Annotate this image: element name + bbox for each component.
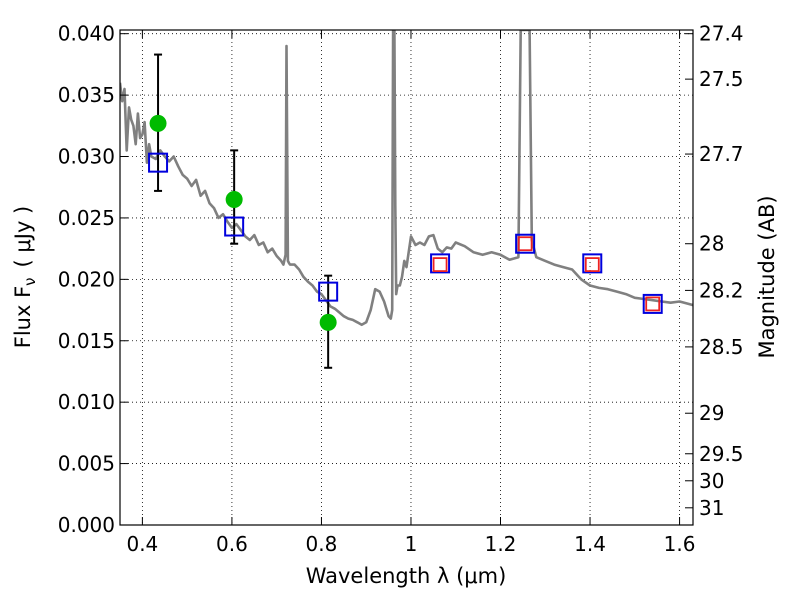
x-tick-group: 0.4 0.6 0.8 1 1.2 1.4 1.6 (126, 30, 695, 556)
grid (120, 30, 693, 526)
model-photometry-square-inner (645, 296, 661, 312)
y-tick-label: 0.010 (58, 390, 115, 414)
magnitude-tick-label: 27.4 (699, 22, 744, 46)
y-axis-title-main: Flux F (11, 286, 35, 348)
observed-flux-point (225, 191, 243, 209)
svg-text:Flux Fν( μJy ): Flux Fν ( μJy ) (11, 206, 39, 349)
observed-flux-point (149, 114, 167, 132)
model-photometry-square (148, 152, 169, 173)
magnitude-tick-group: 27.4 27.5 27.7 28 28.2 28.5 29 29.5 30 31 (685, 22, 744, 520)
model-photometry-square (582, 253, 603, 274)
x-tick-label: 1 (405, 532, 418, 556)
model-photometry-square (430, 253, 451, 274)
x-axis-title: Wavelength λ (μm) (306, 564, 507, 588)
x-tick-label: 1.4 (574, 532, 606, 556)
y2-axis-title: Magnitude (AB) (755, 195, 779, 358)
magnitude-tick-label: 28.5 (699, 335, 744, 359)
model-photometry-square-inner (517, 236, 533, 252)
plot-content (120, 30, 693, 369)
magnitude-tick-label: 27.7 (699, 142, 744, 166)
magnitude-tick-label: 29 (699, 401, 724, 425)
y-axis-title: Flux Fν ( μJy ) (11, 206, 39, 349)
x-tick-label: 0.4 (126, 532, 158, 556)
model-spectrum-line (120, 30, 693, 327)
observed-flux-point (319, 313, 337, 331)
magnitude-tick-label: 28 (699, 232, 724, 256)
y-tick-label: 0.035 (58, 83, 115, 107)
y-tick-label: 0.030 (58, 145, 115, 169)
x-tick-label: 1.2 (485, 532, 517, 556)
y-tick-label: 0.015 (58, 329, 115, 353)
model-photometry-square (642, 293, 663, 314)
y-tick-label: 0.025 (58, 206, 115, 230)
svg-text:Magnitude (AB): Magnitude (AB) (755, 195, 779, 358)
axes-border (119, 29, 694, 526)
magnitude-tick-label: 31 (699, 496, 724, 520)
y-tick-group: 0.000 0.005 0.010 0.015 0.020 0.025 0.030 0.035… (58, 22, 128, 537)
model-photometry-square (318, 281, 339, 302)
y-tick-label: 0.040 (58, 22, 115, 46)
y-tick-label: 0.000 (58, 513, 115, 537)
model-photometry-square (224, 216, 245, 237)
magnitude-tick-label: 30 (699, 469, 724, 493)
x-tick-label: 1.6 (664, 532, 696, 556)
y-tick-label: 0.020 (58, 267, 115, 291)
y-axis-title-unit: ( μJy ) (11, 206, 35, 268)
model-photometry-square-inner (584, 257, 600, 273)
model-photometry-square-inner (432, 257, 448, 273)
axes-frame (119, 29, 694, 526)
model-photometry-square (515, 233, 536, 254)
magnitude-tick-label: 28.2 (699, 278, 744, 302)
y-axis-title-subscript: ν (21, 277, 39, 285)
x-tick-label: 0.8 (306, 532, 338, 556)
x-tick-label: 0.6 (216, 532, 248, 556)
magnitude-tick-label: 27.5 (699, 67, 744, 91)
magnitude-tick-label: 29.5 (699, 442, 744, 466)
y-tick-label: 0.005 (58, 452, 115, 476)
